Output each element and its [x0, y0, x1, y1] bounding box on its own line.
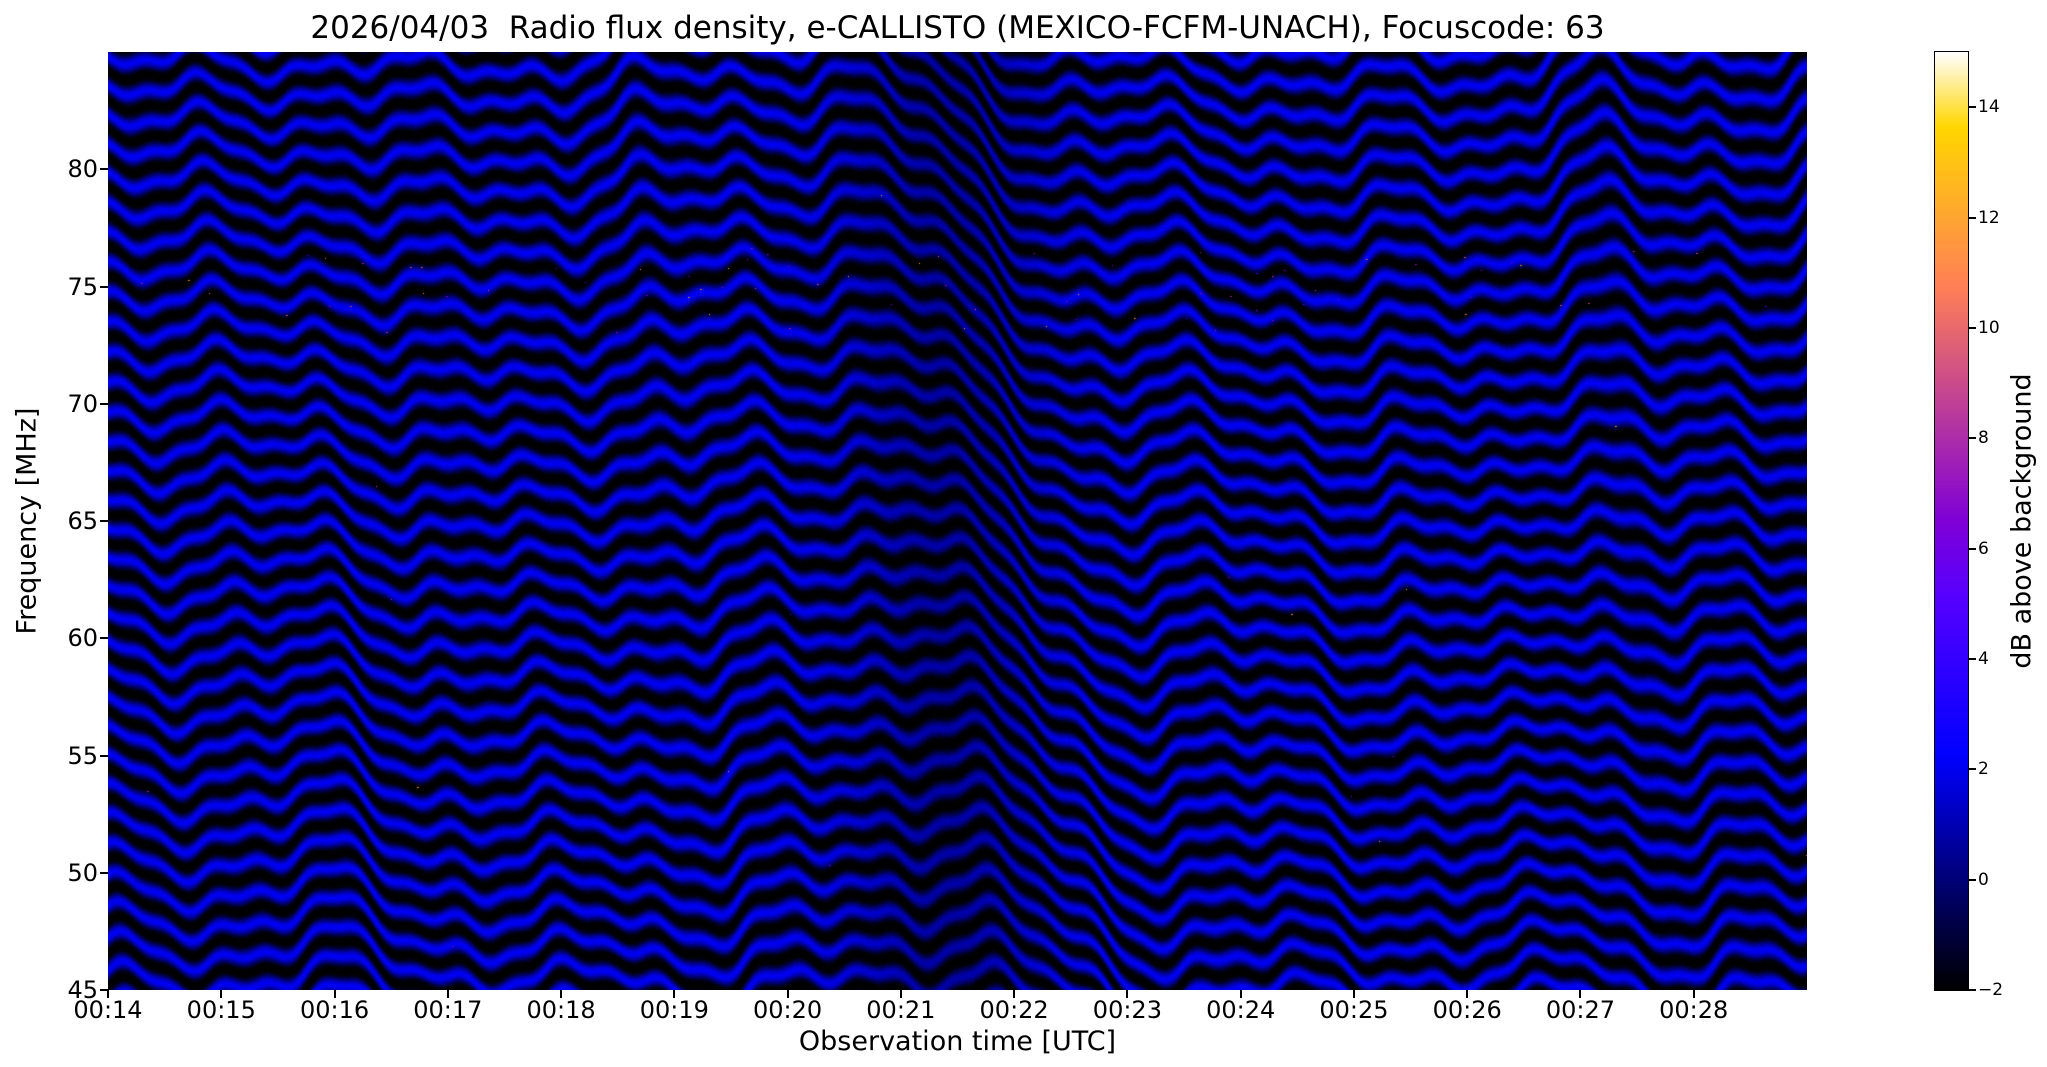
colorbar-tick-label: 4	[1978, 648, 1989, 669]
y-tick-label: 60	[67, 624, 98, 653]
colorbar-label: dB above background	[2006, 373, 2038, 669]
x-tick-label: 00:22	[979, 996, 1049, 1024]
colorbar-tick-label: 14	[1978, 97, 2000, 118]
colorbar-tick-label: 10	[1978, 317, 2000, 338]
x-tick-label: 00:14	[73, 996, 143, 1024]
x-tick-label: 00:23	[1092, 996, 1162, 1024]
colorbar-tick-mark	[1969, 326, 1976, 329]
colorbar-tick-label: −2	[1978, 980, 2004, 1000]
colorbar-tick-mark	[1969, 989, 1976, 991]
y-tick-mark	[100, 754, 108, 757]
y-tick-label: 45	[67, 976, 98, 1004]
colorbar-tick-mark	[1969, 106, 1976, 109]
y-tick-label: 70	[67, 389, 98, 418]
colorbar-tick-label: 0	[1978, 869, 1989, 890]
x-tick-label: 00:26	[1432, 996, 1502, 1024]
x-tick-label: 00:28	[1659, 996, 1729, 1024]
x-tick-mark	[1013, 990, 1016, 998]
x-tick-mark	[1239, 990, 1242, 998]
x-tick-mark	[560, 990, 563, 998]
x-tick-label: 00:19	[639, 996, 709, 1024]
x-tick-mark	[673, 990, 676, 998]
x-tick-label: 00:20	[753, 996, 823, 1024]
colorbar-tick-mark	[1969, 216, 1976, 219]
y-tick-mark	[100, 637, 108, 640]
x-tick-label: 00:16	[299, 996, 370, 1024]
x-tick-mark	[333, 990, 336, 998]
x-tick-mark	[1692, 990, 1695, 998]
y-tick-label: 80	[67, 155, 98, 184]
y-tick-mark	[100, 402, 108, 405]
chart-title: 2026/04/03 Radio flux density, e-CALLIST…	[310, 10, 1605, 46]
y-tick-mark	[100, 520, 108, 522]
colorbar-tick-mark	[1969, 547, 1976, 550]
x-tick-mark	[899, 990, 902, 998]
x-tick-mark	[1466, 990, 1469, 998]
colorbar-tick-label: 6	[1978, 538, 1989, 559]
x-tick-mark	[107, 990, 109, 998]
colorbar-tick-mark	[1969, 437, 1976, 440]
x-tick-label: 00:17	[413, 996, 483, 1024]
y-axis-label: Frequency [MHz]	[11, 407, 43, 635]
colorbar-tick-label: 2	[1978, 759, 1989, 780]
colorbar-tick-label: 8	[1978, 428, 1989, 449]
x-tick-mark	[1352, 990, 1355, 998]
x-tick-mark	[1126, 990, 1129, 998]
x-tick-mark	[220, 990, 223, 998]
colorbar-tick-label: 12	[1978, 207, 2000, 228]
colorbar	[1934, 51, 1969, 991]
y-tick-mark	[100, 989, 108, 991]
y-tick-mark	[100, 285, 108, 288]
x-tick-label: 00:18	[526, 996, 596, 1024]
x-tick-label: 00:27	[1545, 996, 1616, 1024]
x-tick-label: 00:25	[1319, 996, 1389, 1024]
x-tick-label: 00:21	[866, 996, 936, 1024]
y-tick-label: 75	[67, 272, 98, 301]
colorbar-tick-mark	[1969, 878, 1976, 881]
y-tick-label: 50	[67, 858, 98, 887]
colorbar-tick-mark	[1969, 657, 1976, 660]
y-tick-label: 65	[67, 507, 98, 535]
x-axis-label: Observation time [UTC]	[798, 1026, 1117, 1057]
colorbar-tick-mark	[1969, 768, 1976, 771]
x-tick-mark	[446, 990, 449, 998]
y-tick-mark	[100, 168, 108, 171]
x-tick-label: 00:24	[1206, 996, 1276, 1024]
x-tick-mark	[1579, 990, 1582, 998]
spectrogram-canvas	[108, 52, 1807, 990]
x-tick-label: 00:15	[186, 996, 256, 1024]
y-tick-label: 55	[67, 741, 98, 770]
y-tick-mark	[100, 871, 108, 874]
x-tick-mark	[786, 990, 789, 998]
